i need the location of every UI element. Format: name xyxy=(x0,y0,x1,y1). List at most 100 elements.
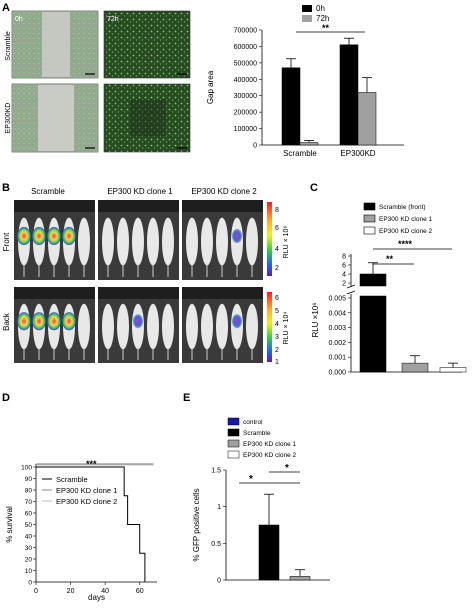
chart-c-bar xyxy=(439,367,467,373)
legend-c-label-clone2: EP300 KD clone 2 xyxy=(379,228,433,235)
chart-d-xtick-label: 60 xyxy=(136,588,144,595)
chart-d-ytick-label: 30 xyxy=(25,545,33,552)
colorbar-front-tick-2: 2 xyxy=(275,265,279,272)
mouse-body xyxy=(117,217,129,266)
legend-c-swatch-scramble xyxy=(363,202,376,211)
chart-a-ytick-label: 500000 xyxy=(234,60,257,67)
legend-e-label-control: control xyxy=(243,419,263,426)
chart-c-axis-break xyxy=(346,284,356,289)
colorbar-front-tick-4: 4 xyxy=(275,246,279,253)
chart-d-ytick-label: 80 xyxy=(25,487,33,494)
luminescence-signal xyxy=(133,314,143,329)
chart-c-ytick-label: 0.001 xyxy=(328,355,346,362)
time-label-72h: 72h xyxy=(107,16,119,23)
legend-e-label-scramble: Scramble xyxy=(243,430,271,437)
bioimage-stage xyxy=(98,287,179,299)
chart-e: 0 0.5 1 1.5 % GFP positive cells * * xyxy=(192,463,330,585)
colorbar-back-tick-4: 4 xyxy=(275,321,279,328)
mouse-body xyxy=(201,303,213,350)
chart-e-bar xyxy=(258,524,280,581)
chart-c-sig-stars: ** xyxy=(386,254,394,264)
panel-letter-d: D xyxy=(2,392,10,404)
colorbar-front-label: RLU × 10⁶ xyxy=(283,226,290,259)
chart-c-ytick-label: 6 xyxy=(342,263,346,270)
mouse-body xyxy=(147,217,159,266)
chart-d-series-line xyxy=(36,466,146,582)
time-label-0h: 0h xyxy=(15,16,23,23)
mouse-body xyxy=(102,217,114,266)
row-label-ep300kd: EP300KD xyxy=(5,103,12,134)
luminescence-signal xyxy=(47,312,61,331)
legend-d-label-scramble: Scramble xyxy=(56,475,88,484)
colorbar-back-tick-6: 6 xyxy=(275,295,279,302)
panel-letter-b: B xyxy=(2,182,10,194)
column-label-clone1: EP300 KD clone 1 xyxy=(107,187,173,196)
legend-e-swatch-control xyxy=(227,417,240,426)
chart-d-xtick-label: 0 xyxy=(34,588,38,595)
legend-c-label-clone1: EP300 KD clone 1 xyxy=(379,216,433,223)
chart-a-bar xyxy=(357,92,377,146)
chart-d-ylabel: % survival xyxy=(5,506,14,543)
migration-images xyxy=(11,10,191,153)
chart-d-ytick-label: 100 xyxy=(21,464,32,471)
legend-e-label-clone1: EP300 KD clone 1 xyxy=(243,441,297,448)
chart-a: 0 100000 200000 300000 400000 500000 600000 700… xyxy=(206,28,404,158)
luminescence-signal xyxy=(232,229,242,243)
legend-e-swatch-scramble xyxy=(227,428,240,437)
luminescence-signal xyxy=(17,312,31,331)
legend-a: 0h 72h xyxy=(302,4,329,23)
chart-e-bar xyxy=(289,576,311,581)
colorbar-back xyxy=(267,292,272,362)
colorbar-back-tick-3: 3 xyxy=(275,334,279,341)
chart-c-ylabel: RLU ×10⁶ xyxy=(311,302,320,337)
mouse-body xyxy=(147,303,159,350)
mouse-body xyxy=(246,217,258,266)
luminescence-signal xyxy=(232,314,242,329)
column-label-clone2: EP300 KD clone 2 xyxy=(191,187,257,196)
mouse-body xyxy=(132,217,144,266)
chart-a-ytick-label: 300000 xyxy=(234,93,257,100)
legend-d-label-clone1: EP300 KD clone 1 xyxy=(56,486,117,495)
panel-letter-c: C xyxy=(310,182,318,194)
column-label-scramble: Scramble xyxy=(31,187,65,196)
luminescence-signal xyxy=(47,227,61,245)
row-label-scramble: Scramble xyxy=(5,31,12,61)
chart-d-xtick-label: 40 xyxy=(101,588,109,595)
legend-c-swatch-clone2 xyxy=(363,226,376,235)
legend-e-label-clone2: EP300 KD clone 2 xyxy=(243,452,297,459)
chart-a-ylabel: Gap area xyxy=(206,70,215,104)
bioimage-stage xyxy=(14,287,95,299)
legend-d: Scramble EP300 KD clone 1 EP300 KD clone… xyxy=(42,475,117,506)
chart-c-bar xyxy=(359,273,387,287)
colorbar-front-tick-6: 6 xyxy=(275,225,279,232)
luminescence-signal xyxy=(32,227,46,245)
chart-c-ytick-label: 0.005 xyxy=(328,296,346,303)
luminescence-signal xyxy=(62,312,76,331)
chart-a-bar xyxy=(339,44,359,146)
mouse-body xyxy=(246,303,258,350)
mouse-body xyxy=(78,303,90,350)
colorbar-front xyxy=(267,202,272,276)
mouse-body xyxy=(117,303,129,350)
chart-e-ytick-label: 1 xyxy=(217,504,221,511)
mouse-body xyxy=(216,303,228,350)
chart-d-ytick-label: 60 xyxy=(25,510,33,517)
legend-d-label-clone2: EP300 KD clone 2 xyxy=(56,497,117,506)
mouse-body xyxy=(201,217,213,266)
chart-a-category-label: EP300KD xyxy=(340,149,375,158)
row-label-front: Front xyxy=(2,232,11,251)
legend-c-swatch-clone1 xyxy=(363,214,376,223)
chart-e-sig-star: * xyxy=(249,474,253,485)
sig-stars-a: ** xyxy=(322,23,330,33)
chart-a-bar xyxy=(299,142,319,146)
chart-c-ytick-label: 0.003 xyxy=(328,325,346,332)
colorbar-back-tick-2: 2 xyxy=(275,347,279,354)
luminescence-signal xyxy=(17,227,31,245)
chart-a-ytick-label: 600000 xyxy=(234,44,257,51)
legend-a-swatch-72h xyxy=(302,15,312,22)
chart-a-ytick-label: 100000 xyxy=(234,126,257,133)
colorbar-back-tick-1: 1 xyxy=(275,359,279,366)
chart-c-sig-stars: **** xyxy=(398,239,413,249)
